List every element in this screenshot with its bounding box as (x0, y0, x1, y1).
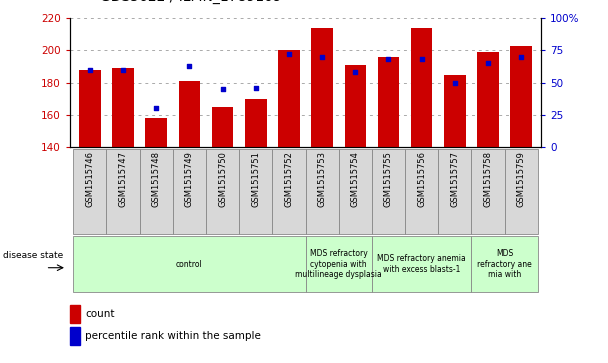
Text: MDS refractory anemia
with excess blasts-1: MDS refractory anemia with excess blasts… (378, 254, 466, 274)
Point (483, 60, 493, 66)
Bar (106, 149, 140, 234)
Bar (411, 28, 432, 147)
Bar (305, 149, 339, 234)
Point (118, 67, 128, 73)
Bar (438, 149, 471, 234)
Bar (73, 236, 305, 292)
Text: percentile rank within the sample: percentile rank within the sample (85, 331, 261, 341)
Point (450, 79, 460, 85)
Bar (372, 149, 405, 234)
Point (317, 54, 327, 60)
Bar (372, 236, 471, 292)
Bar (73, 149, 106, 234)
Bar (378, 57, 399, 147)
Point (384, 57, 393, 62)
Point (284, 51, 294, 57)
Point (151, 106, 161, 111)
Bar (311, 28, 333, 147)
Point (85, 67, 95, 73)
Bar (212, 107, 233, 147)
Text: GSM1515749: GSM1515749 (185, 151, 194, 207)
Bar (405, 149, 438, 234)
Text: GSM1515751: GSM1515751 (251, 151, 260, 207)
Bar (112, 68, 134, 147)
Bar (444, 74, 466, 147)
Point (251, 85, 261, 91)
Bar (345, 65, 366, 147)
Text: count: count (85, 309, 114, 319)
Point (417, 57, 427, 62)
Bar (245, 99, 266, 147)
Text: GSM1515759: GSM1515759 (517, 151, 526, 207)
Text: GSM1515755: GSM1515755 (384, 151, 393, 207)
Text: GSM1515756: GSM1515756 (417, 151, 426, 207)
Text: GSM1515748: GSM1515748 (152, 151, 161, 207)
Text: GSM1515758: GSM1515758 (483, 151, 492, 207)
Bar (471, 236, 538, 292)
Text: GSM1515757: GSM1515757 (451, 151, 459, 207)
Bar (471, 149, 505, 234)
Text: GSM1515752: GSM1515752 (285, 151, 294, 207)
Text: GSM1515750: GSM1515750 (218, 151, 227, 207)
Bar (70, 327, 80, 345)
Bar (173, 149, 206, 234)
Bar (305, 236, 372, 292)
Bar (339, 149, 372, 234)
Text: control: control (176, 260, 202, 269)
Bar (140, 149, 173, 234)
Text: GSM1515753: GSM1515753 (317, 151, 326, 207)
Text: GDS5622 / ILMN_1789109: GDS5622 / ILMN_1789109 (100, 0, 282, 4)
Bar (79, 70, 100, 147)
Point (218, 86, 227, 92)
Bar (477, 52, 499, 147)
Text: GSM1515746: GSM1515746 (85, 151, 94, 207)
Point (184, 63, 194, 69)
Bar (179, 81, 200, 147)
Text: GSM1515747: GSM1515747 (119, 151, 128, 207)
Point (350, 69, 360, 75)
Bar (505, 149, 538, 234)
Bar (272, 149, 305, 234)
Text: MDS refractory
cytopenia with
multilineage dysplasia: MDS refractory cytopenia with multilinea… (295, 249, 382, 279)
Text: MDS
refractory ane
mia with: MDS refractory ane mia with (477, 249, 532, 279)
Point (516, 54, 526, 60)
Bar (70, 305, 80, 322)
Bar (239, 149, 272, 234)
Bar (206, 149, 239, 234)
Text: GSM1515754: GSM1515754 (351, 151, 360, 207)
Text: disease state: disease state (3, 250, 63, 260)
Bar (511, 45, 532, 147)
Bar (278, 50, 300, 147)
Bar (145, 118, 167, 147)
